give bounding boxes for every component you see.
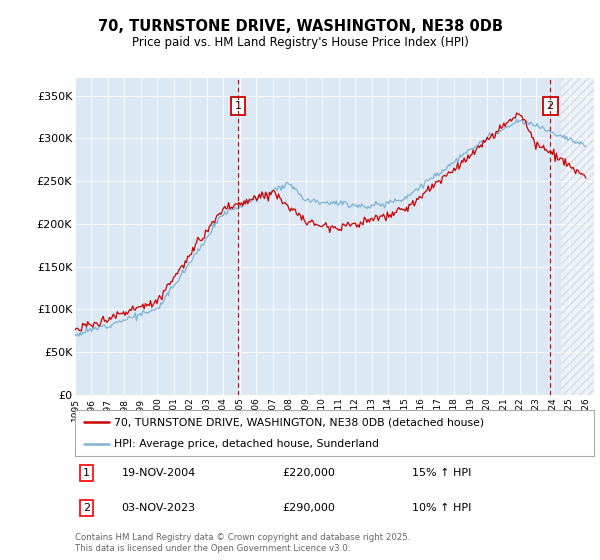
Text: 15% ↑ HPI: 15% ↑ HPI [412, 468, 472, 478]
Text: Contains HM Land Registry data © Crown copyright and database right 2025.
This d: Contains HM Land Registry data © Crown c… [75, 533, 410, 553]
Text: 1: 1 [83, 468, 90, 478]
Text: 70, TURNSTONE DRIVE, WASHINGTON, NE38 0DB: 70, TURNSTONE DRIVE, WASHINGTON, NE38 0D… [97, 20, 503, 34]
Text: HPI: Average price, detached house, Sunderland: HPI: Average price, detached house, Sund… [114, 439, 379, 449]
Text: £220,000: £220,000 [283, 468, 335, 478]
Text: 2: 2 [83, 503, 90, 513]
Text: 70, TURNSTONE DRIVE, WASHINGTON, NE38 0DB (detached house): 70, TURNSTONE DRIVE, WASHINGTON, NE38 0D… [114, 417, 484, 427]
Text: 10% ↑ HPI: 10% ↑ HPI [412, 503, 472, 513]
Text: 2: 2 [547, 101, 554, 111]
Text: 1: 1 [235, 101, 241, 111]
Text: 03-NOV-2023: 03-NOV-2023 [122, 503, 196, 513]
Text: 19-NOV-2004: 19-NOV-2004 [122, 468, 196, 478]
Text: £290,000: £290,000 [283, 503, 335, 513]
Text: Price paid vs. HM Land Registry's House Price Index (HPI): Price paid vs. HM Land Registry's House … [131, 36, 469, 49]
